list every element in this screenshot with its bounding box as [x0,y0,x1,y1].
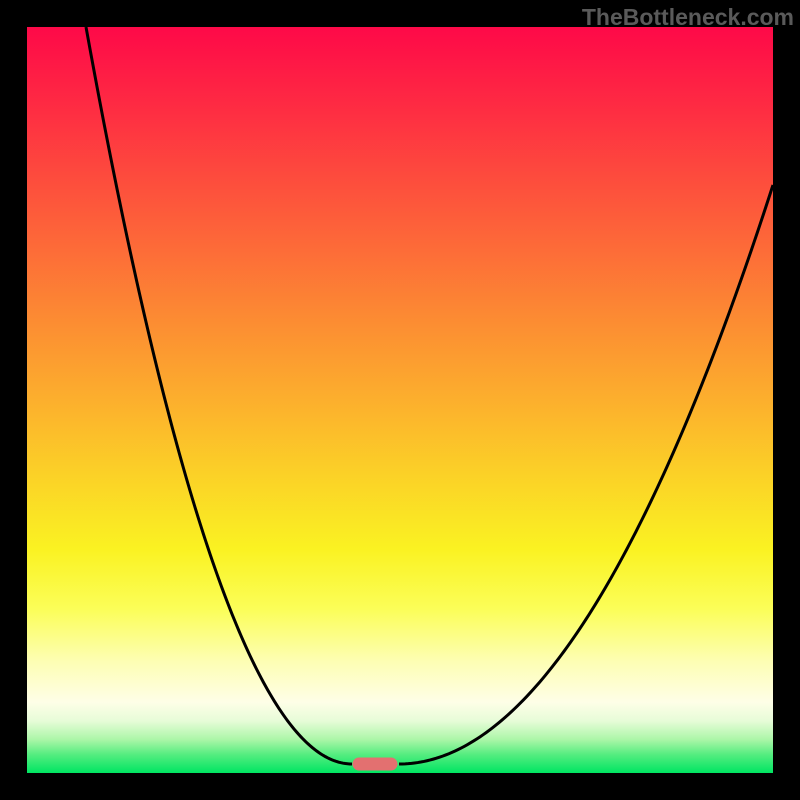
bottleneck-chart [27,27,773,773]
optimal-marker [353,758,397,770]
gradient-background [27,27,773,773]
plot-area [27,27,773,773]
chart-container: TheBottleneck.com [0,0,800,800]
